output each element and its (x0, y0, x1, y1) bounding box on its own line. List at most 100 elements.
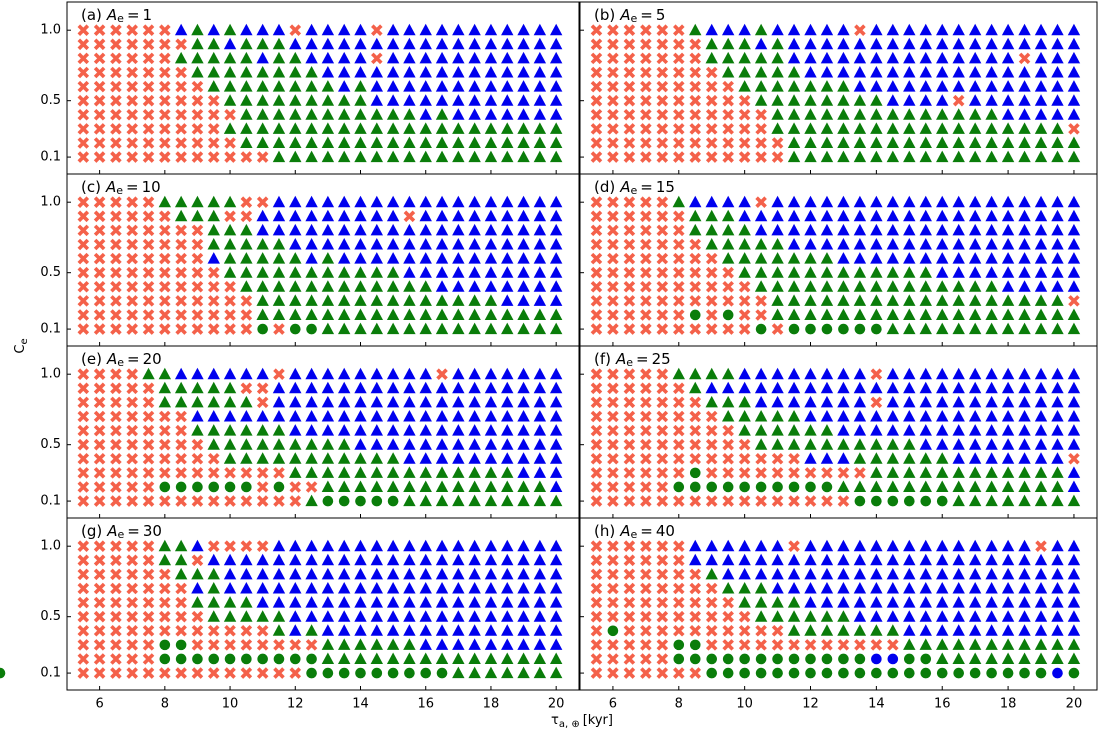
circle-marker (1019, 667, 1030, 679)
cross-marker (607, 137, 619, 149)
cross-marker (738, 309, 751, 321)
circle-marker (772, 653, 783, 665)
triangle-marker (419, 122, 432, 134)
cross-marker (191, 438, 204, 451)
triangle-marker (223, 237, 237, 250)
triangle-marker (321, 424, 335, 436)
triangle-marker (870, 294, 883, 306)
cross-marker (590, 396, 603, 409)
cross-marker (705, 151, 718, 163)
triangle-marker (952, 553, 965, 566)
triangle-marker (738, 23, 751, 36)
panel-letter: (a) (81, 6, 102, 24)
cross-marker (640, 540, 652, 552)
cross-marker (77, 481, 90, 493)
triangle-marker (919, 409, 932, 422)
param-symbol: A (619, 522, 630, 540)
triangle-marker (968, 480, 982, 492)
cross-marker (656, 266, 669, 279)
cross-marker (705, 295, 718, 307)
triangle-marker (386, 209, 400, 222)
triangle-marker (771, 567, 784, 580)
triangle-marker (305, 23, 318, 36)
triangle-marker (1051, 494, 1064, 507)
triangle-marker (1051, 553, 1064, 566)
triangle-marker (533, 294, 547, 306)
triangle-marker (853, 280, 867, 292)
triangle-marker (837, 480, 850, 492)
triangle-marker (787, 266, 801, 278)
circle-marker (387, 667, 399, 679)
cross-marker (640, 224, 652, 237)
triangle-marker (870, 624, 883, 636)
cross-marker (159, 238, 171, 251)
triangle-marker (501, 223, 514, 236)
triangle-marker (771, 209, 784, 222)
triangle-marker (501, 80, 514, 92)
cross-marker (590, 667, 603, 679)
triangle-marker (272, 209, 286, 222)
triangle-marker (386, 466, 400, 478)
triangle-marker (337, 51, 351, 64)
triangle-marker (452, 424, 465, 436)
cross-marker (77, 24, 90, 36)
cross-marker (93, 137, 106, 149)
triangle-marker (289, 252, 302, 264)
circle-marker (722, 309, 734, 321)
triangle-marker (223, 23, 237, 36)
cross-marker (722, 94, 734, 107)
triangle-marker (754, 367, 768, 380)
cross-marker (77, 196, 90, 208)
triangle-marker (549, 480, 563, 492)
triangle-marker (1034, 638, 1048, 650)
cross-marker (126, 653, 138, 665)
triangle-marker (337, 638, 351, 650)
triangle-marker (919, 136, 932, 148)
circle-marker (788, 323, 800, 335)
cross-marker (273, 667, 285, 679)
triangle-marker (158, 381, 172, 394)
cross-marker (240, 295, 253, 307)
triangle-marker (435, 494, 449, 507)
triangle-marker (435, 195, 449, 208)
triangle-marker (240, 37, 253, 50)
cross-marker (305, 481, 318, 493)
triangle-marker (820, 395, 834, 408)
circle-marker (306, 323, 317, 335)
triangle-marker (968, 308, 982, 320)
cross-marker (623, 610, 636, 623)
triangle-marker (705, 553, 718, 566)
triangle-marker (549, 237, 563, 250)
triangle-marker (936, 280, 949, 292)
cross-marker (126, 38, 138, 51)
circle-marker (1002, 667, 1014, 679)
triangle-marker (419, 624, 432, 636)
triangle-marker (403, 65, 416, 78)
triangle-marker (207, 37, 220, 50)
cross-marker (159, 252, 171, 265)
triangle-marker (435, 308, 449, 320)
triangle-marker (1034, 308, 1048, 320)
triangle-marker (870, 23, 883, 36)
triangle-marker (305, 381, 318, 394)
triangle-marker (305, 80, 318, 92)
triangle-marker (517, 223, 530, 236)
triangle-marker (240, 280, 253, 292)
param-value: 10 (142, 178, 161, 196)
triangle-marker (787, 209, 801, 222)
cross-marker (590, 639, 603, 651)
cross-marker (656, 196, 669, 208)
triangle-marker (870, 280, 883, 292)
cross-marker (93, 368, 106, 380)
triangle-marker (952, 37, 965, 50)
triangle-marker (403, 452, 416, 464)
triangle-marker (484, 395, 498, 408)
cross-marker (142, 410, 155, 423)
triangle-marker (738, 195, 751, 208)
cross-marker (771, 137, 784, 149)
cross-marker (142, 424, 155, 437)
triangle-marker (435, 381, 449, 394)
triangle-marker (305, 424, 318, 436)
triangle-marker (256, 610, 269, 622)
triangle-marker (853, 581, 867, 594)
